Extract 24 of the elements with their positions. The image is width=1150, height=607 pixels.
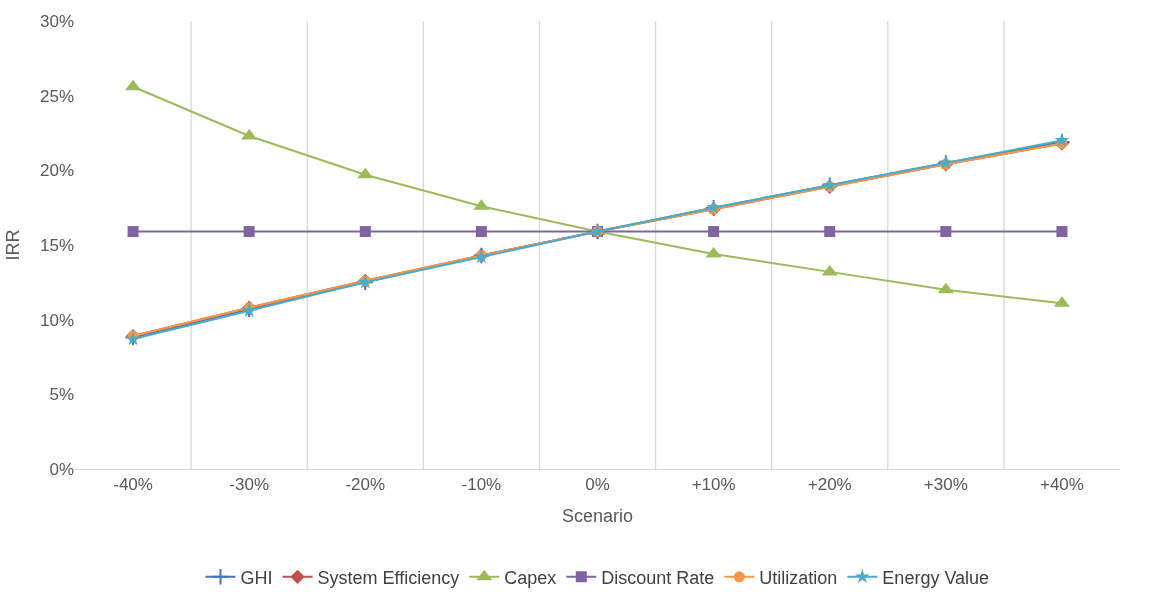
- y-tick-label: 5%: [49, 385, 74, 405]
- y-tick-label: 0%: [49, 459, 74, 479]
- x-tick-label: +30%: [923, 475, 968, 495]
- legend-label: Discount Rate: [601, 567, 715, 588]
- x-tick-label: +40%: [1039, 475, 1084, 495]
- legend-label: Utilization: [759, 567, 838, 588]
- y-tick-label: 20%: [39, 161, 74, 181]
- y-tick-label: 30%: [39, 11, 74, 31]
- y-axis-title: IRR: [3, 229, 24, 261]
- legend-label: GHI: [240, 567, 273, 588]
- legend-label: Energy Value: [882, 567, 990, 588]
- x-tick-label: -10%: [461, 475, 502, 495]
- x-tick-label: 0%: [585, 475, 610, 495]
- legend-label: Capex: [504, 567, 557, 588]
- y-tick-label: 10%: [39, 310, 74, 330]
- x-tick-label: -40%: [113, 475, 153, 495]
- y-tick-label: 25%: [39, 86, 74, 106]
- x-axis-title: Scenario: [561, 505, 634, 526]
- legend-label: System Efficiency: [317, 567, 460, 588]
- x-tick-label: -30%: [229, 475, 270, 495]
- x-tick-label: -20%: [345, 475, 386, 495]
- y-tick-label: 15%: [39, 235, 74, 255]
- x-tick-label: +10%: [691, 475, 736, 495]
- x-tick-label: +20%: [807, 475, 852, 495]
